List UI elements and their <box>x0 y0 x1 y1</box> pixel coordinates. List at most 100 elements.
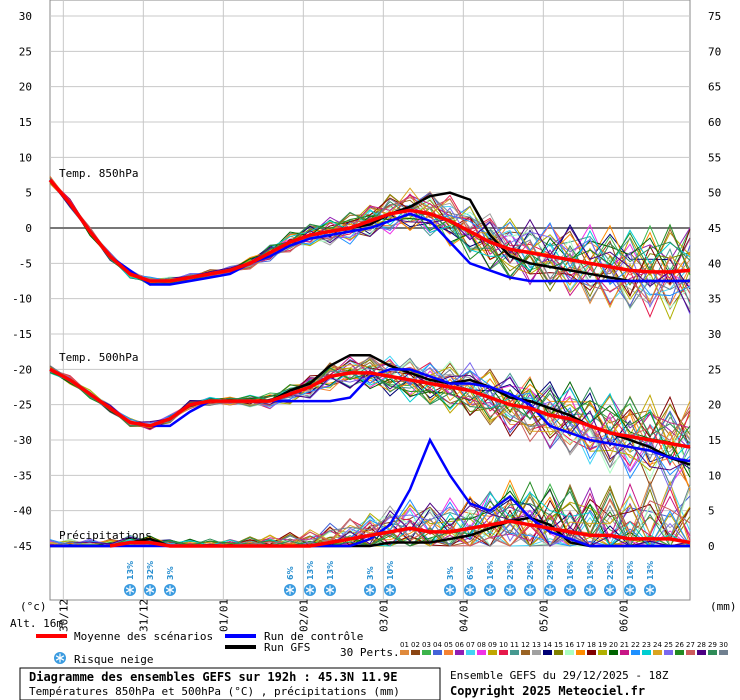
snow-risk-percent: 29% <box>546 561 555 580</box>
pert-swatch <box>576 650 585 655</box>
snow-risk-percent: 16% <box>626 561 635 580</box>
pert-number: 11 <box>510 641 519 649</box>
main-runs <box>48 178 691 548</box>
y-axis-ticks: 302520151050-5-10-15-20-25-30-35-40-4575… <box>12 10 721 553</box>
member-t850-line <box>49 183 691 310</box>
pert-swatch <box>411 650 420 655</box>
pert-swatch <box>554 650 563 655</box>
snow-risk-icon <box>584 584 596 596</box>
y-right-tick-label: 35 <box>708 293 721 306</box>
member-t850-line <box>49 178 691 311</box>
x-date-tick-label: 31/12 <box>137 599 150 632</box>
snow-risk-percent: 23% <box>506 561 515 580</box>
pert-swatch <box>708 650 717 655</box>
snowflake-glyph <box>565 585 575 595</box>
pert-number: 30 <box>719 641 728 649</box>
y-left-tick-label: -25 <box>12 399 32 412</box>
t850-annotation: Temp. 850hPa <box>59 167 138 180</box>
pert-number: 07 <box>466 641 475 649</box>
member-runs <box>49 175 691 548</box>
snow-risk-percent: 3% <box>166 566 175 580</box>
pert-swatch <box>400 650 409 655</box>
pert-number: 13 <box>532 641 541 649</box>
pert-swatch <box>521 650 530 655</box>
snow-risk-icon <box>124 584 136 596</box>
member-t850-line <box>49 178 691 286</box>
y-right-tick-label: 50 <box>708 187 721 200</box>
legend-gfs-label: Run GFS <box>264 641 310 654</box>
y-left-tick-label: 0 <box>25 222 32 235</box>
legend-control-label: Run de contrôle <box>264 630 363 643</box>
y-right-tick-label: 45 <box>708 222 721 235</box>
pert-number: 05 <box>444 641 453 649</box>
pert-swatch <box>620 650 629 655</box>
y-left-tick-label: -35 <box>12 469 32 482</box>
y-right-tick-label: 10 <box>708 469 721 482</box>
footer: Diagramme des ensembles GEFS sur 192h : … <box>19 667 669 700</box>
pert-number: 25 <box>664 641 673 649</box>
snow-risk-icon <box>364 584 376 596</box>
legend-perts-label: 30 Perts. <box>340 646 400 659</box>
footer-copyright: Copyright 2025 Meteociel.fr <box>450 684 645 698</box>
legend: Moyenne des scénarios Run de contrôle Ru… <box>36 630 728 666</box>
pert-swatch <box>455 650 464 655</box>
pert-swatch <box>466 650 475 655</box>
footer-subtitle: Températures 850hPa et 500hPa (°C) , pré… <box>29 685 400 698</box>
snowflake-glyph <box>365 585 375 595</box>
mean-t500-line <box>49 367 691 449</box>
pert-number: 20 <box>609 641 618 649</box>
snowflake-glyph <box>285 585 295 595</box>
y-right-tick-label: 15 <box>708 434 721 447</box>
pert-swatch <box>697 650 706 655</box>
snowflake-glyph <box>325 585 335 595</box>
snowflake-glyph <box>125 585 135 595</box>
x-axis-ticks: 30/12 31/12 01/01 02/01 03/01 04/01 05/01 06/01 <box>57 599 630 632</box>
snow-risk-icon <box>304 584 316 596</box>
y-right-tick-label: 55 <box>708 151 721 164</box>
snow-risk-percent: 3% <box>446 566 455 580</box>
pert-swatch <box>642 650 651 655</box>
snow-risk-percent: 13% <box>646 561 655 580</box>
altitude-label: Alt. 16m <box>10 617 63 630</box>
pert-number: 29 <box>708 641 717 649</box>
y-right-tick-label: 20 <box>708 399 721 412</box>
x-date-tick-label: 03/01 <box>377 599 390 632</box>
y-left-tick-label: -30 <box>12 434 32 447</box>
snow-risk-percent: 10% <box>386 561 395 580</box>
pert-swatch <box>499 650 508 655</box>
snow-risk-icon <box>504 584 516 596</box>
y-right-tick-label: 5 <box>708 505 715 518</box>
snow-risk-percent: 29% <box>526 561 535 580</box>
y-right-tick-label: 60 <box>708 116 721 129</box>
member-t850-line <box>49 179 691 286</box>
pert-number: 26 <box>675 641 684 649</box>
snow-risk-icon <box>464 584 476 596</box>
y-right-tick-label: 25 <box>708 363 721 376</box>
t500-annotation: Temp. 500hPa <box>59 351 138 364</box>
mean-t850-line <box>48 178 691 283</box>
snowflake-glyph <box>505 585 515 595</box>
pert-number: 24 <box>653 641 662 649</box>
y-left-tick-label: 10 <box>19 151 32 164</box>
member-t850-line <box>49 178 691 286</box>
snowflake-glyph <box>525 585 535 595</box>
snow-risk-percent: 19% <box>586 561 595 580</box>
pert-swatch <box>444 650 453 655</box>
pert-number: 19 <box>598 641 607 649</box>
perturbation-swatches: 01 02 03 04 05 06 07 08 09 10 11 12 13 14 15 16 17 18 19 20… <box>400 641 728 655</box>
snow-risk-icon <box>564 584 576 596</box>
member-t850-line <box>49 181 691 284</box>
pert-swatch <box>488 650 497 655</box>
x-date-tick-label: 06/01 <box>617 599 630 632</box>
pert-swatch <box>543 650 552 655</box>
pert-number: 03 <box>422 641 431 649</box>
snowflake-glyph <box>545 585 555 595</box>
snow-risk-icon <box>144 584 156 596</box>
member-t500-line <box>49 371 691 464</box>
pert-number: 23 <box>642 641 651 649</box>
member-t500-line <box>49 369 691 471</box>
snow-risk-percent: 3% <box>366 566 375 580</box>
x-date-tick-label: 01/01 <box>217 599 230 632</box>
x-date-tick-label: 30/12 <box>57 599 70 632</box>
